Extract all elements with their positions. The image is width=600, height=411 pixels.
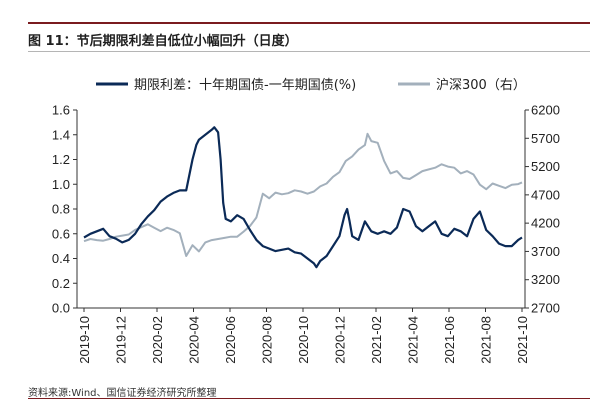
series-line-csi300 — [83, 132, 523, 257]
axes: 0.0 0.2 0.4 0.6 0.8 1.0 1.2 1.4 1.6 2700 3200 3700 4… — [52, 103, 560, 364]
legend-label-spread: 期限利差：十年期国债-一年期国债(%) — [134, 78, 356, 93]
x-tick-label: 2020-08 — [260, 316, 275, 364]
legend: 期限利差：十年期国债-一年期国债(%) 沪深300（右） — [96, 77, 526, 93]
y-right-tick-label: 5700 — [531, 131, 560, 146]
x-tick-label: 2021-04 — [406, 316, 421, 364]
series-layer — [83, 126, 523, 269]
x-tick-label: 2020-06 — [223, 316, 238, 364]
y-left-tick-label: 0.0 — [52, 301, 70, 316]
y-right-tick-label: 3700 — [531, 244, 560, 259]
x-tick-label: 2020-10 — [296, 316, 311, 364]
x-tick-label: 2019-12 — [114, 316, 129, 364]
x-tick-label: 2021-02 — [369, 316, 384, 364]
x-tick-label: 2019-10 — [77, 316, 92, 364]
y-left-tick-label: 0.8 — [52, 202, 70, 217]
y-left-tick-label: 1.0 — [52, 177, 70, 192]
y-right-tick-label: 5200 — [531, 159, 560, 174]
y-left-tick-label: 1.2 — [52, 152, 70, 167]
y-right-tick-label: 4200 — [531, 216, 560, 231]
x-tick-label: 2020-04 — [187, 316, 202, 364]
y-left-tick-label: 0.2 — [52, 276, 70, 291]
y-left-tick-label: 0.6 — [52, 226, 70, 241]
series-line-term-spread — [83, 126, 523, 269]
bottom-rule — [28, 398, 590, 399]
y-right-tick-label: 6200 — [531, 103, 560, 118]
source-note: 资料来源:Wind、国信证券经济研究所整理 — [28, 388, 217, 399]
x-tick-label: 2021-10 — [515, 316, 530, 364]
y-right-tick-label: 2700 — [531, 301, 560, 316]
x-tick-label: 2021-08 — [479, 316, 494, 364]
y-left-tick-label: 1.6 — [52, 103, 70, 118]
figure-title: 图 11：节后期限利差自低位小幅回升（日度） — [28, 34, 298, 49]
legend-label-csi300: 沪深300（右） — [436, 77, 526, 93]
y-left-tick-label: 1.4 — [52, 127, 70, 142]
figure-title-bar: 图 11：节后期限利差自低位小幅回升（日度） — [28, 22, 590, 52]
y-left-tick-label: 0.4 — [52, 251, 70, 266]
x-tick-label: 2021-06 — [442, 316, 457, 364]
x-tick-label: 2020-12 — [333, 316, 348, 364]
y-right-tick-label: 4700 — [531, 187, 560, 202]
y-right-tick-label: 3200 — [531, 272, 560, 287]
x-tick-label: 2020-02 — [150, 316, 165, 364]
